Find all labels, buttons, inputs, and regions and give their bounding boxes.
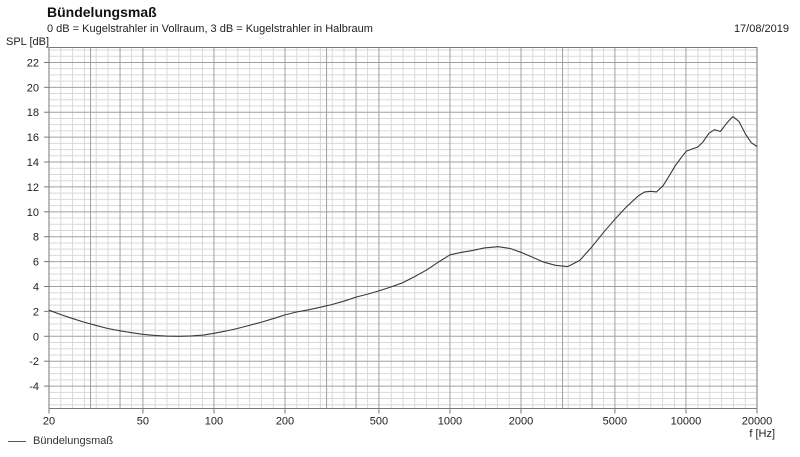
grid-minor	[49, 47, 757, 409]
svg-text:100: 100	[205, 416, 223, 428]
svg-text:6: 6	[33, 257, 39, 269]
svg-text:12: 12	[27, 182, 39, 194]
legend-line-sample	[8, 440, 26, 442]
svg-text:50: 50	[137, 416, 149, 428]
axis-ticks	[44, 61, 758, 414]
x-axis-label: f [Hz]	[749, 428, 775, 440]
svg-text:2000: 2000	[509, 416, 533, 428]
y-axis-label: SPL [dB]	[6, 36, 50, 48]
page-title: Bündelungsmaß	[47, 4, 157, 20]
svg-text:-4: -4	[29, 381, 39, 393]
svg-text:16: 16	[27, 132, 39, 144]
svg-text:-2: -2	[29, 356, 39, 368]
svg-text:0: 0	[33, 331, 39, 343]
svg-text:4: 4	[33, 282, 39, 294]
svg-text:5000: 5000	[603, 416, 627, 428]
date-annotation: 17/08/2019	[733, 23, 789, 35]
curve-buendelungsmass	[48, 116, 758, 337]
svg-text:2: 2	[33, 306, 39, 318]
svg-text:10: 10	[27, 207, 39, 219]
series-curve	[48, 116, 758, 337]
svg-text:20: 20	[27, 82, 39, 94]
svg-text:18: 18	[27, 107, 39, 119]
svg-text:200: 200	[276, 416, 294, 428]
svg-text:14: 14	[27, 157, 39, 169]
svg-text:20000: 20000	[742, 416, 773, 428]
chart-subtitle: 0 dB = Kugelstrahler in Vollraum, 3 dB =…	[47, 23, 373, 35]
svg-text:22: 22	[27, 57, 39, 69]
y-tick-labels: -4 -2 0 2 4 6 8 10 12 14 16 18 20 22	[27, 57, 39, 393]
svg-text:10000: 10000	[671, 416, 702, 428]
plot-frame	[48, 47, 758, 409]
svg-text:20: 20	[43, 416, 55, 428]
grid-major	[48, 47, 758, 409]
legend: Bündelungsmaß	[8, 434, 113, 448]
svg-text:500: 500	[370, 416, 388, 428]
legend-label: Bündelungsmaß	[33, 435, 114, 447]
svg-text:8: 8	[33, 232, 39, 244]
x-tick-labels: 20 50 100 200 500 1000 2000 5000 10000 20000	[43, 416, 772, 428]
svg-text:1000: 1000	[438, 416, 462, 428]
